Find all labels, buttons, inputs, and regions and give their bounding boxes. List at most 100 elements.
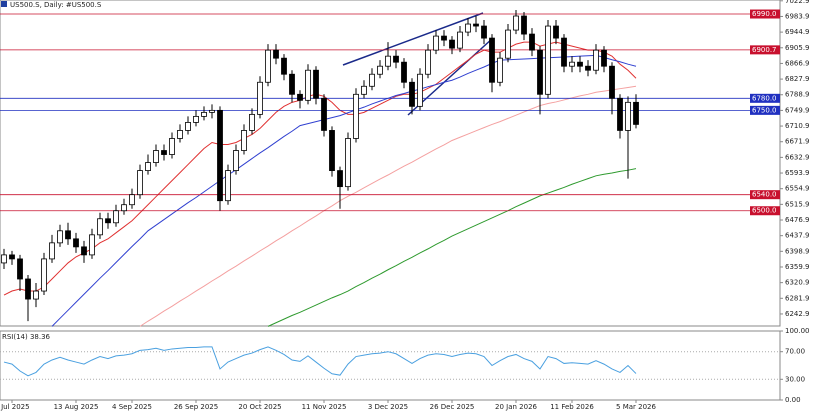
level-label: 6990.0 [752,10,777,18]
candle-body [513,15,519,31]
y-tick-label: 6710.9 [785,122,810,130]
candle-body [81,246,87,256]
candle-body [121,204,127,212]
candle-body [57,230,63,244]
candle-body [473,23,479,27]
y-tick-label: 6437.9 [785,232,810,240]
candle-body [609,65,615,99]
level-label: 6900.7 [752,46,777,54]
moving-average [267,168,637,327]
y-tick-label: 6359.9 [785,263,810,271]
candle-body [89,234,95,256]
rsi-line [3,346,637,377]
x-tick-label: 5 Mar 2026 [616,403,656,411]
candle-body [153,150,159,163]
level-label: 6750.0 [752,106,777,114]
candle-body [41,258,47,292]
chart-title: US500.S, Daily: #US500.S [10,1,102,9]
candle-body [321,97,327,131]
y-tick-label: 6554.9 [785,185,810,193]
candle-body [377,65,383,75]
price-panel [0,0,781,327]
y-tick-label: 6866.9 [785,59,810,67]
level-label: 6540.0 [752,191,777,199]
candle-body [521,15,527,35]
candle-body [457,31,463,49]
y-tick-label: 6476.9 [785,216,810,224]
candle-body [505,29,511,59]
candle-body [545,25,551,95]
candle-body [233,150,239,171]
candle-body [625,101,631,131]
level-label: 6500.0 [752,207,777,215]
candle-body [209,109,215,113]
candle-body [601,49,607,67]
x-tick-label: 3 Dec 2025 [368,403,408,411]
candle-body [497,57,503,83]
candle-body [577,61,583,67]
candle-body [561,37,567,67]
candle-body [49,242,55,260]
candle-body [489,37,495,83]
candle-body [585,65,591,71]
rsi-title: RSI(14) 38.36 [2,333,51,341]
candle-body [385,55,391,67]
level-label-box [750,93,780,103]
y-tick-label: 6983.9 [785,12,810,20]
candle-body [129,194,135,206]
y-tick-label: 6632.9 [785,153,810,161]
y-tick-label: 6788.9 [785,91,810,99]
candle-body [1,254,7,264]
candle-body [137,170,143,196]
candle-body [265,49,271,83]
candle-body [529,33,535,51]
candle-body [465,23,471,33]
x-tick-label: 20 Oct 2025 [238,403,281,411]
x-tick-label: 26 Dec 2025 [430,403,475,411]
y-tick-label: 6671.9 [785,138,810,146]
candle-body [353,93,359,139]
candle-body [73,238,79,248]
candle-body [417,73,423,107]
candle-body [9,254,15,260]
candle-body [161,150,167,155]
candle-body [481,25,487,39]
y-tick-label: 100.00 [785,327,810,335]
level-label-box [750,45,780,55]
candle-body [25,278,31,300]
candle-body [633,101,639,125]
y-tick-label: 6593.9 [785,169,810,177]
candle-body [305,69,311,101]
candle-body [313,69,319,99]
x-tick-label: 13 Aug 2025 [54,403,99,411]
candle-body [241,130,247,151]
x-tick-label: 26 Sep 2025 [174,403,218,411]
candle-body [169,138,175,155]
x-tick-label: 20 Jan 2026 [495,403,538,411]
x-tick-label: 2 Jul 2025 [0,403,30,411]
candle-body [361,85,367,95]
y-tick-label: 6515.9 [785,200,810,208]
trendline [342,12,484,66]
candle-body [217,109,223,202]
candle-body [201,111,207,117]
rsi-panel [0,330,781,401]
candle-body [297,93,303,101]
candle-body [273,49,279,59]
x-tick-label: 4 Sep 2025 [112,403,152,411]
candle-body [281,57,287,75]
level-label-box [750,9,780,19]
y-tick-label: 6242.9 [785,310,810,318]
candle-body [185,122,191,131]
candle-body [17,258,23,280]
candle-body [593,49,599,71]
candle-body [441,35,447,41]
level-label-box [750,105,780,115]
y-tick-label: 6320.9 [785,279,810,287]
candle-body [225,170,231,202]
candle-body [65,230,71,240]
level-label-box [750,190,780,200]
candle-body [449,39,455,49]
candle-body [177,130,183,139]
